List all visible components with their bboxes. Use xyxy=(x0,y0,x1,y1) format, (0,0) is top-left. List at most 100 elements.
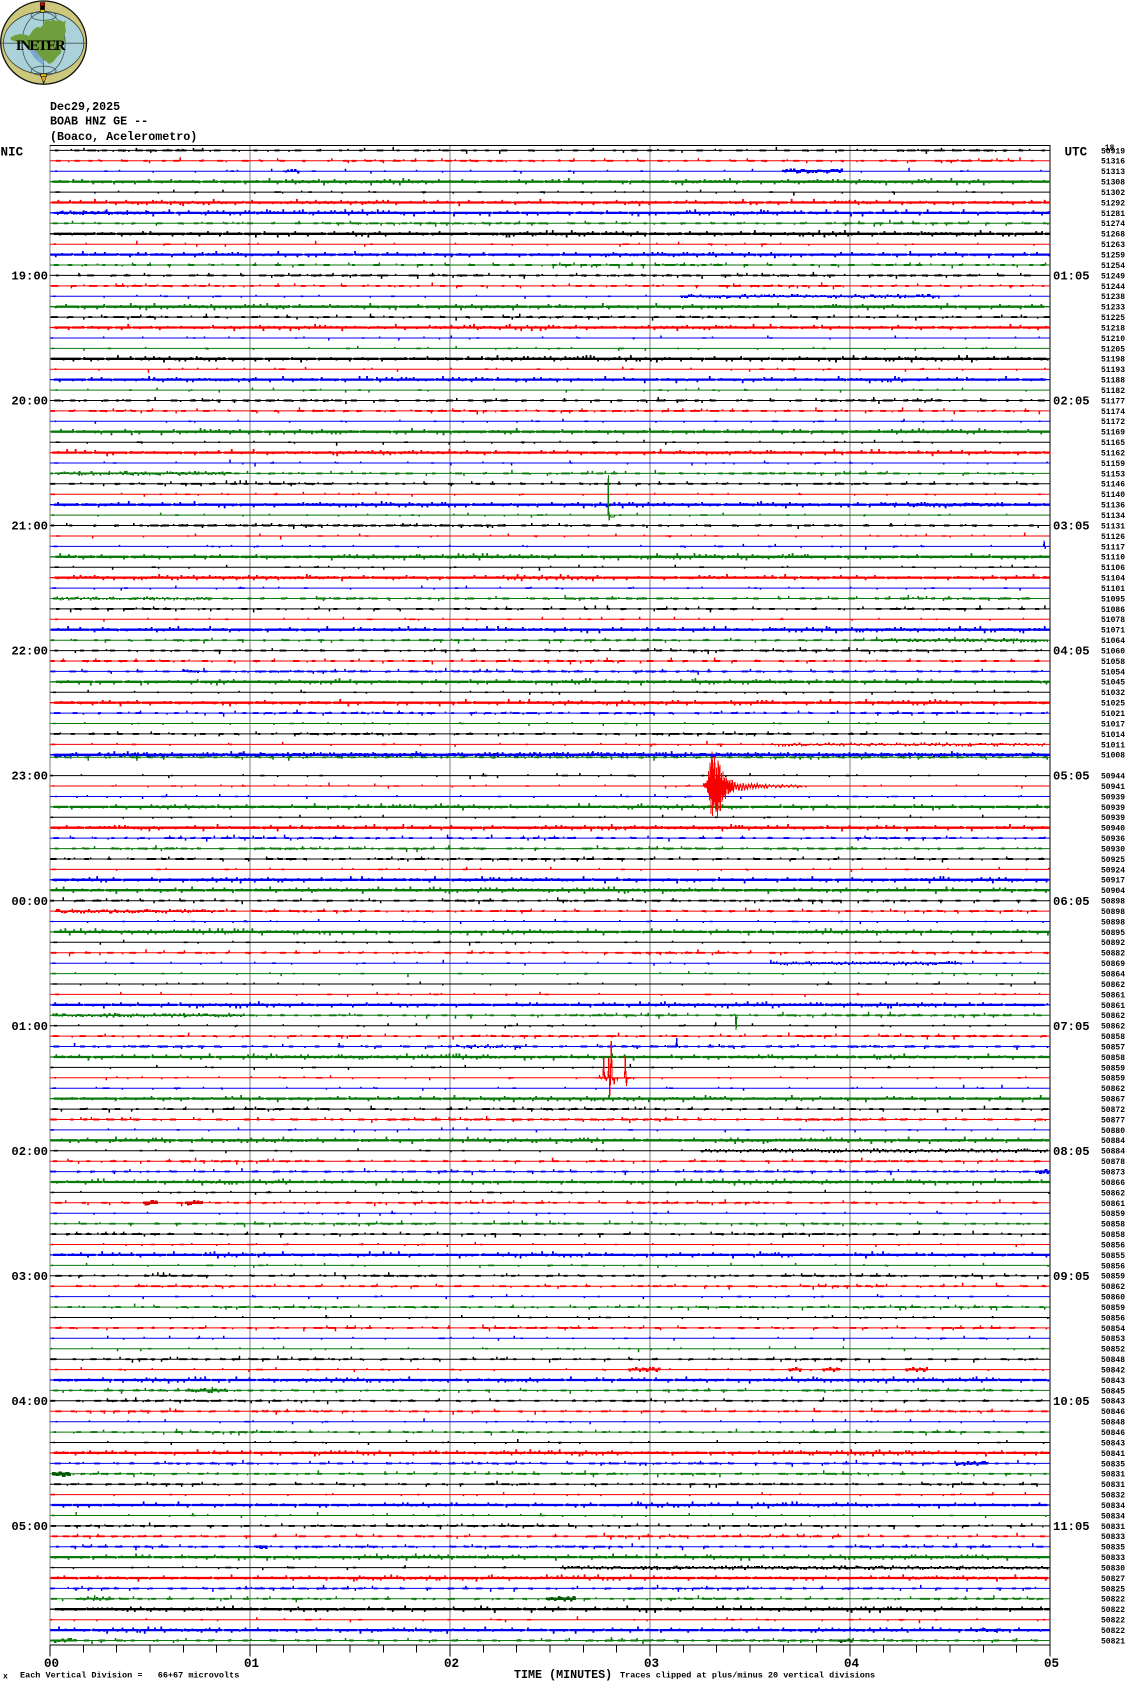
svg-text:50835: 50835 xyxy=(1101,1544,1125,1553)
svg-text:51162: 51162 xyxy=(1101,449,1125,458)
svg-text:50858: 50858 xyxy=(1101,1033,1125,1042)
svg-text:51313: 51313 xyxy=(1101,168,1125,177)
svg-text:50861: 50861 xyxy=(1101,1002,1125,1011)
svg-text:51225: 51225 xyxy=(1101,314,1125,323)
svg-text:03: 03 xyxy=(644,1657,659,1671)
svg-text:51254: 51254 xyxy=(1101,262,1125,271)
svg-text:05:00: 05:00 xyxy=(11,1520,48,1534)
svg-text:50848: 50848 xyxy=(1101,1419,1125,1428)
svg-text:51078: 51078 xyxy=(1101,616,1125,625)
svg-text:51292: 51292 xyxy=(1101,199,1125,208)
svg-text:03:00: 03:00 xyxy=(11,1270,48,1284)
svg-text:51106: 51106 xyxy=(1101,564,1125,573)
svg-text:50898: 50898 xyxy=(1101,908,1125,917)
svg-text:51086: 51086 xyxy=(1101,606,1125,615)
svg-text:50843: 50843 xyxy=(1101,1439,1125,1448)
svg-text:51110: 51110 xyxy=(1101,554,1125,563)
svg-text:51134: 51134 xyxy=(1101,512,1125,521)
svg-text:50841: 50841 xyxy=(1101,1450,1125,1459)
svg-text:51316: 51316 xyxy=(1101,158,1125,167)
svg-text:50832: 50832 xyxy=(1101,1492,1125,1501)
svg-text:51182: 51182 xyxy=(1101,387,1125,396)
svg-text:51302: 51302 xyxy=(1101,189,1125,198)
svg-text:50892: 50892 xyxy=(1101,939,1125,948)
svg-text:05:05: 05:05 xyxy=(1053,770,1090,784)
svg-text:50877: 50877 xyxy=(1101,1116,1125,1125)
svg-text:50880: 50880 xyxy=(1101,1127,1125,1136)
svg-text:50855: 50855 xyxy=(1101,1252,1125,1261)
svg-text:50941: 50941 xyxy=(1101,783,1125,792)
svg-text:01: 01 xyxy=(244,1657,260,1671)
svg-text:04:05: 04:05 xyxy=(1053,645,1090,659)
svg-text:50854: 50854 xyxy=(1101,1325,1125,1334)
svg-text:51193: 51193 xyxy=(1101,366,1125,375)
svg-text:50858: 50858 xyxy=(1101,1231,1125,1240)
svg-text:50944: 50944 xyxy=(1101,773,1125,782)
svg-text:51268: 51268 xyxy=(1101,231,1125,240)
svg-text:00: 00 xyxy=(44,1657,59,1671)
svg-text:51101: 51101 xyxy=(1101,585,1125,594)
svg-text:50862: 50862 xyxy=(1101,1283,1125,1292)
svg-text:20:00: 20:00 xyxy=(11,395,48,409)
svg-text:50822: 50822 xyxy=(1101,1606,1125,1615)
svg-text:21:00: 21:00 xyxy=(11,520,48,534)
svg-text:50834: 50834 xyxy=(1101,1502,1125,1511)
svg-text:50872: 50872 xyxy=(1101,1106,1125,1115)
svg-text:51218: 51218 xyxy=(1101,324,1125,333)
svg-text:50939: 50939 xyxy=(1101,804,1125,813)
svg-text:51281: 51281 xyxy=(1101,210,1125,219)
svg-text:50917: 50917 xyxy=(1101,877,1125,886)
svg-text:50864: 50864 xyxy=(1101,971,1125,980)
svg-text:51308: 51308 xyxy=(1101,179,1125,188)
svg-text:50919: 50919 xyxy=(1101,147,1125,156)
svg-text:10:05: 10:05 xyxy=(1053,1395,1090,1409)
svg-text:50859: 50859 xyxy=(1101,1210,1125,1219)
svg-text:50867: 50867 xyxy=(1101,1096,1125,1105)
svg-text:50856: 50856 xyxy=(1101,1262,1125,1271)
svg-text:50830: 50830 xyxy=(1101,1564,1125,1573)
svg-text:05: 05 xyxy=(1044,1657,1059,1671)
svg-text:19:00: 19:00 xyxy=(11,270,48,284)
svg-text:50821: 50821 xyxy=(1101,1637,1125,1646)
svg-text:51205: 51205 xyxy=(1101,345,1125,354)
svg-text:50884: 50884 xyxy=(1101,1137,1125,1146)
svg-text:50924: 50924 xyxy=(1101,866,1125,875)
svg-text:07:05: 07:05 xyxy=(1053,1020,1090,1034)
svg-text:50862: 50862 xyxy=(1101,1085,1125,1094)
svg-text:50898: 50898 xyxy=(1101,898,1125,907)
svg-text:06:05: 06:05 xyxy=(1053,895,1090,909)
svg-text:51117: 51117 xyxy=(1101,543,1125,552)
svg-text:02:05: 02:05 xyxy=(1053,395,1090,409)
svg-text:50884: 50884 xyxy=(1101,1148,1125,1157)
svg-text:51233: 51233 xyxy=(1101,304,1125,313)
svg-text:09:05: 09:05 xyxy=(1053,1270,1090,1284)
svg-text:51249: 51249 xyxy=(1101,272,1125,281)
svg-text:51025: 51025 xyxy=(1101,700,1125,709)
svg-text:50895: 50895 xyxy=(1101,929,1125,938)
svg-text:51104: 51104 xyxy=(1101,575,1125,584)
svg-text:50848: 50848 xyxy=(1101,1356,1125,1365)
svg-text:50856: 50856 xyxy=(1101,1241,1125,1250)
svg-text:51188: 51188 xyxy=(1101,377,1125,386)
svg-text:INETER: INETER xyxy=(16,38,66,54)
svg-text:50859: 50859 xyxy=(1101,1075,1125,1084)
svg-text:51159: 51159 xyxy=(1101,460,1125,469)
svg-text:51174: 51174 xyxy=(1101,408,1125,417)
svg-text:01:05: 01:05 xyxy=(1053,270,1090,284)
svg-text:50904: 50904 xyxy=(1101,887,1125,896)
svg-text:22:00: 22:00 xyxy=(11,645,48,659)
svg-text:51011: 51011 xyxy=(1101,741,1125,750)
svg-text:51140: 51140 xyxy=(1101,491,1125,500)
svg-text:50858: 50858 xyxy=(1101,1054,1125,1063)
svg-text:50861: 50861 xyxy=(1101,991,1125,1000)
svg-text:51095: 51095 xyxy=(1101,595,1125,604)
svg-text:TIME (MINUTES): TIME (MINUTES) xyxy=(514,1668,612,1682)
svg-text:02: 02 xyxy=(444,1657,459,1671)
svg-text:51172: 51172 xyxy=(1101,418,1125,427)
svg-text:11:05: 11:05 xyxy=(1053,1520,1090,1534)
svg-text:50834: 50834 xyxy=(1101,1512,1125,1521)
svg-text:51210: 51210 xyxy=(1101,335,1125,344)
svg-text:50857: 50857 xyxy=(1101,1043,1125,1052)
svg-text:50862: 50862 xyxy=(1101,1023,1125,1032)
svg-text:50869: 50869 xyxy=(1101,960,1125,969)
